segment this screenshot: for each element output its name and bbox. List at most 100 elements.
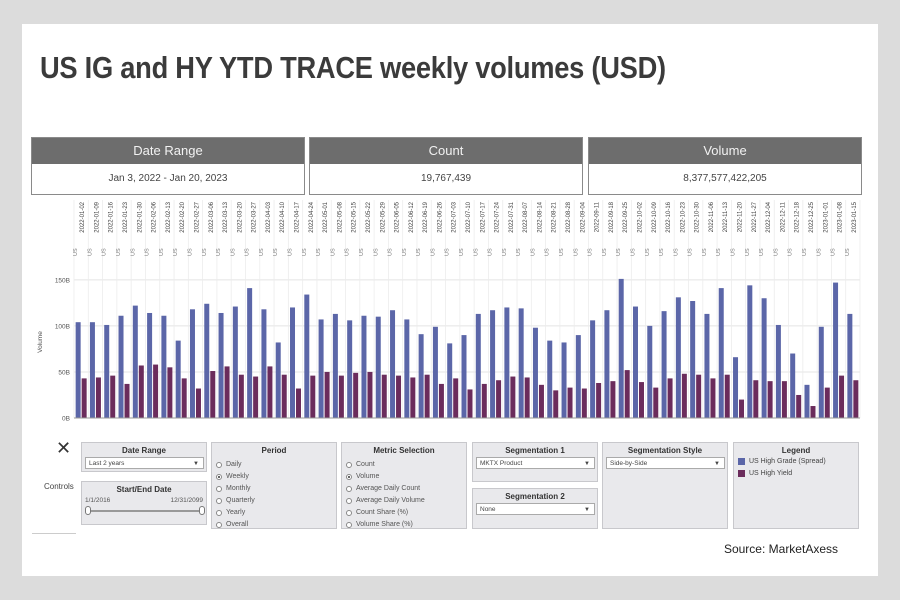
x-tick-label: 2022-05-15 (352, 201, 358, 232)
bar-hg (661, 311, 667, 418)
bar-hy (581, 388, 587, 418)
bar-hg (404, 319, 410, 418)
segmentation-style-dropdown[interactable]: Side-by-Side ▼ (606, 457, 725, 469)
radio-button[interactable] (216, 462, 222, 468)
radio-option[interactable]: Count Share (%) (346, 507, 425, 519)
bar-hy (367, 371, 373, 418)
close-controls-icon[interactable]: ✕ (56, 438, 72, 458)
radio-button[interactable] (216, 522, 222, 528)
radio-button[interactable] (346, 510, 352, 516)
radio-option[interactable]: Volume Share (%) (346, 519, 425, 531)
row-label: US (216, 248, 222, 256)
bar-hg (447, 343, 453, 418)
x-tick-label: 2022-04-24 (309, 201, 315, 232)
row-label: US (588, 248, 594, 256)
date-slider-track[interactable] (88, 510, 202, 512)
row-label: US (345, 248, 351, 256)
radio-label: Volume (356, 473, 380, 480)
radio-option[interactable]: Average Daily Volume (346, 495, 425, 507)
x-tick-label: 2022-09-04 (580, 201, 586, 232)
legend-swatch-hg (738, 458, 745, 465)
radio-option[interactable]: Quarterly (216, 495, 255, 507)
legend-label-hg: US High Grade (Spread) (749, 458, 826, 465)
row-label: US (273, 248, 279, 256)
radio-option[interactable]: Monthly (216, 483, 255, 495)
bar-hg (375, 316, 381, 418)
row-label: US (673, 248, 679, 256)
radio-option[interactable]: Yearly (216, 507, 255, 519)
y-tick-label: 100B (55, 323, 70, 330)
bar-hy (739, 399, 745, 418)
bar-hy (596, 382, 602, 418)
bar-hg (618, 278, 624, 418)
segmentation-2-dropdown[interactable]: None ▼ (476, 503, 595, 515)
x-tick-label: 2022-01-02 (80, 201, 86, 232)
radio-option[interactable]: Daily (216, 459, 255, 471)
legend-title: Legend (781, 446, 811, 455)
bar-hg (261, 309, 267, 418)
x-tick-label: 2022-06-19 (423, 201, 429, 232)
date-range-panel: Date Range Last 2 years ▼ (81, 442, 207, 472)
bar-hg (747, 285, 753, 418)
radio-button[interactable] (346, 462, 352, 468)
start-date-handle[interactable] (85, 506, 91, 515)
segmentation-1-title: Segmentation 1 (505, 446, 565, 455)
legend-item-hg[interactable]: US High Grade (Spread) (738, 458, 826, 465)
bar-hg (604, 310, 610, 418)
bar-hg (104, 324, 110, 418)
bar-hg (675, 297, 681, 418)
radio-button[interactable] (346, 498, 352, 504)
end-date-handle[interactable] (199, 506, 205, 515)
radio-button[interactable] (216, 498, 222, 504)
x-tick-label: 2022-12-04 (766, 201, 772, 232)
x-tick-label: 2022-10-09 (652, 201, 658, 232)
bar-hy (481, 383, 487, 418)
radio-option[interactable]: Count (346, 459, 425, 471)
radio-button[interactable] (216, 510, 222, 516)
x-tick-label: 2022-12-11 (780, 201, 786, 232)
bar-hg (218, 312, 224, 418)
row-label: US (716, 248, 722, 256)
segmentation-1-dropdown[interactable]: MKTX Product ▼ (476, 457, 595, 469)
radio-label: Volume Share (%) (356, 521, 413, 528)
radio-button[interactable] (346, 474, 352, 480)
bar-hy (681, 373, 687, 418)
bar-hg (575, 335, 581, 418)
legend-panel: Legend US High Grade (Spread) US High Yi… (733, 442, 859, 529)
bar-hy (396, 375, 402, 418)
legend-item-hy[interactable]: US High Yield (738, 470, 792, 477)
radio-option[interactable]: Volume (346, 471, 425, 483)
radio-option[interactable]: Overall (216, 519, 255, 531)
bar-hg (318, 319, 324, 418)
radio-button[interactable] (346, 522, 352, 528)
x-tick-label: 2022-12-25 (809, 201, 815, 232)
date-range-dropdown[interactable]: Last 2 years ▼ (85, 457, 204, 469)
radio-option[interactable]: Weekly (216, 471, 255, 483)
bar-hg (175, 340, 181, 418)
x-tick-label: 2022-07-24 (495, 201, 501, 232)
radio-button[interactable] (346, 486, 352, 492)
bar-hy (538, 384, 544, 418)
bar-hg (833, 282, 839, 418)
bar-hg (361, 315, 367, 418)
bar-hy (253, 376, 259, 418)
bar-hy (195, 388, 201, 418)
x-tick-label: 2022-08-14 (537, 201, 543, 232)
radio-option[interactable]: Average Daily Count (346, 483, 425, 495)
x-tick-label: 2022-01-23 (123, 201, 129, 232)
radio-button[interactable] (216, 486, 222, 492)
bar-hg (147, 312, 153, 418)
segmentation-style-panel: Segmentation Style Side-by-Side ▼ (602, 442, 728, 529)
row-label: US (102, 248, 108, 256)
volume-bar-chart: 0B 50B 100B 150B Volume US 2022-01-02 US 2022-01… (37, 200, 861, 423)
bar-hy (824, 387, 830, 418)
radio-label: Weekly (226, 473, 249, 480)
row-label: US (73, 248, 79, 256)
bar-hy (310, 375, 316, 418)
bar-hy (210, 371, 216, 418)
bar-hg (733, 357, 739, 418)
radio-button[interactable] (216, 474, 222, 480)
kpi-count-value: 19,767,439 (420, 173, 472, 184)
row-label: US (616, 248, 622, 256)
bar-hg (75, 322, 81, 418)
